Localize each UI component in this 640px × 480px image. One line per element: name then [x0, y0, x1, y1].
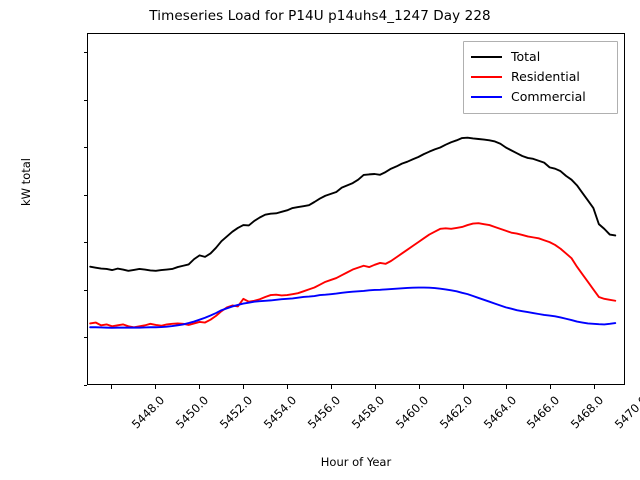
x-tick-mark — [506, 385, 508, 389]
x-tick-label: 5468.0 — [568, 393, 607, 432]
x-tick-label: 5464.0 — [480, 393, 519, 432]
x-tick-mark — [330, 385, 332, 389]
x-tick-label: 5462.0 — [436, 393, 475, 432]
legend-swatch-icon — [471, 76, 502, 78]
x-tick-mark — [550, 385, 552, 389]
y-tick-mark — [83, 147, 87, 149]
x-tick-label: 5454.0 — [260, 393, 300, 432]
x-tick-mark — [155, 385, 157, 389]
x-tick-label: 5448.0 — [128, 393, 168, 432]
y-tick-mark — [83, 99, 87, 101]
y-tick-mark — [83, 242, 87, 244]
x-tick-mark — [198, 385, 200, 389]
x-tick-mark — [462, 385, 464, 389]
x-tick-label: 5460.0 — [392, 393, 431, 432]
legend-label: Commercial — [511, 88, 586, 104]
y-tick-mark — [83, 385, 87, 386]
y-tick-mark — [83, 337, 87, 339]
x-tick-label: 5456.0 — [304, 393, 343, 432]
x-tick-label: 5452.0 — [216, 393, 256, 432]
x-tick-mark — [374, 385, 376, 389]
page-title: Timeseries Load for P14U p14uhs4_1247 Da… — [149, 8, 491, 24]
legend-item-commercial[interactable]: Commercial — [471, 87, 610, 107]
x-tick-mark — [286, 385, 288, 389]
x-tick-label: 5458.0 — [348, 393, 387, 432]
x-tick-mark — [594, 385, 596, 389]
y-tick-mark — [83, 194, 87, 196]
legend-swatch-icon — [471, 56, 502, 58]
legend-swatch-icon — [471, 96, 502, 98]
y-axis-label: kW total — [19, 158, 33, 206]
x-tick-mark — [111, 385, 113, 389]
x-axis-label: Hour of Year — [320, 455, 392, 469]
legend-item-residential[interactable]: Residential — [471, 67, 610, 87]
x-tick-label: 5470.0 — [612, 393, 640, 432]
chart-legend: Total Residential Commercial — [463, 41, 618, 114]
series-line-total — [89, 136, 617, 272]
legend-label: Total — [511, 48, 541, 64]
series-lines — [89, 136, 617, 329]
y-tick-mark — [83, 289, 87, 291]
x-tick-label: 5450.0 — [172, 393, 212, 432]
x-tick-mark — [418, 385, 420, 389]
series-line-commercial — [89, 286, 617, 329]
y-tick-mark — [83, 52, 87, 54]
x-tick-label: 5466.0 — [524, 393, 563, 432]
x-tick-mark — [242, 385, 244, 389]
legend-label: Residential — [511, 68, 580, 84]
legend-item-total[interactable]: Total — [471, 47, 610, 67]
series-line-residential — [89, 222, 617, 329]
